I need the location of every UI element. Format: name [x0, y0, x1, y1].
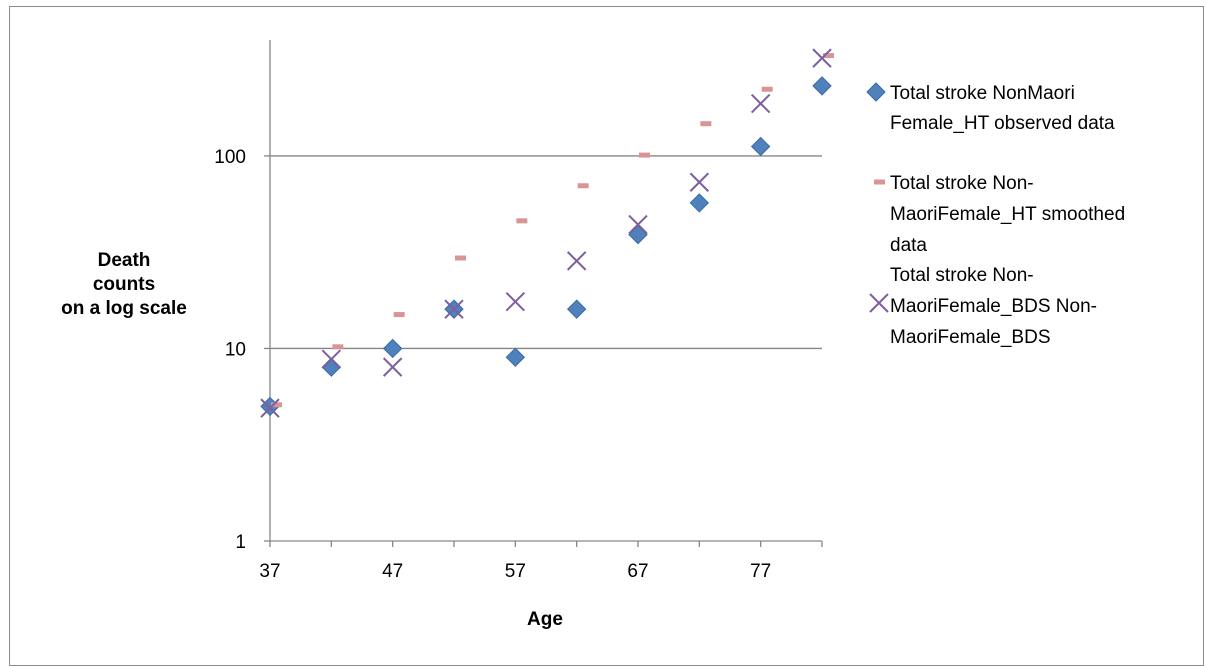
series-3-point: [444, 299, 464, 319]
series-2-point: [823, 53, 834, 59]
series-2-point: [516, 218, 528, 224]
legend-entry-text: Total stroke Non-: [890, 265, 1034, 286]
legend-entry-text: MaoriFemale_BDS Non-: [890, 296, 1097, 317]
legend-marker: [874, 179, 885, 185]
series-2-point: [761, 86, 773, 92]
series-1-point: [505, 347, 526, 367]
y-tick-label: 1: [235, 532, 246, 553]
series-2-point: [700, 121, 712, 127]
series-3-point: [566, 251, 587, 271]
series-1-point: [689, 193, 710, 213]
series-1-point: [321, 357, 342, 377]
legend-entry-text: MaoriFemale_BDS: [890, 327, 1051, 348]
series-2-point: [455, 255, 466, 261]
series-2-point: [577, 183, 589, 189]
legend-entry-text: Total stroke Non-: [890, 173, 1034, 194]
series-3-point: [750, 93, 771, 114]
y-axis-title-line: Death: [98, 250, 151, 271]
x-tick-label: 67: [627, 561, 648, 582]
series-2-point: [639, 152, 650, 158]
series-3-point: [812, 48, 832, 68]
series-3-point: [628, 214, 648, 235]
legend-marker: [869, 293, 889, 313]
y-tick-label: 100: [214, 147, 246, 168]
series-1-point: [628, 224, 648, 245]
y-tick-label: 10: [225, 339, 246, 360]
series-3-point: [505, 291, 526, 312]
series-2-point: [393, 312, 405, 318]
legend-entry-text: MaoriFemale_HT smoothed: [890, 204, 1125, 225]
legend-entry-text: data: [890, 235, 927, 256]
series-2-point: [271, 402, 282, 408]
legend-entry-text: Female_HT observed data: [890, 113, 1115, 134]
series-1-point: [382, 338, 403, 359]
series-2-point: [332, 344, 344, 350]
legend-marker: [866, 82, 886, 102]
series-3-point: [321, 349, 342, 369]
x-tick-label: 77: [750, 561, 771, 582]
series-3-point: [260, 398, 280, 418]
legend-entry-text: Total stroke NonMaori: [890, 83, 1075, 104]
series-1-point: [750, 136, 771, 157]
series-1-point: [812, 76, 832, 96]
series-1-point: [566, 299, 587, 319]
series-3-point: [382, 357, 403, 377]
x-tick-label: 47: [382, 561, 403, 582]
x-axis-title: Age: [527, 609, 563, 630]
y-axis-title-line: on a log scale: [61, 298, 187, 319]
x-tick-label: 37: [259, 561, 280, 582]
series-3-point: [689, 172, 710, 192]
y-axis-title-line: counts: [93, 274, 155, 295]
x-tick-label: 57: [505, 561, 526, 582]
